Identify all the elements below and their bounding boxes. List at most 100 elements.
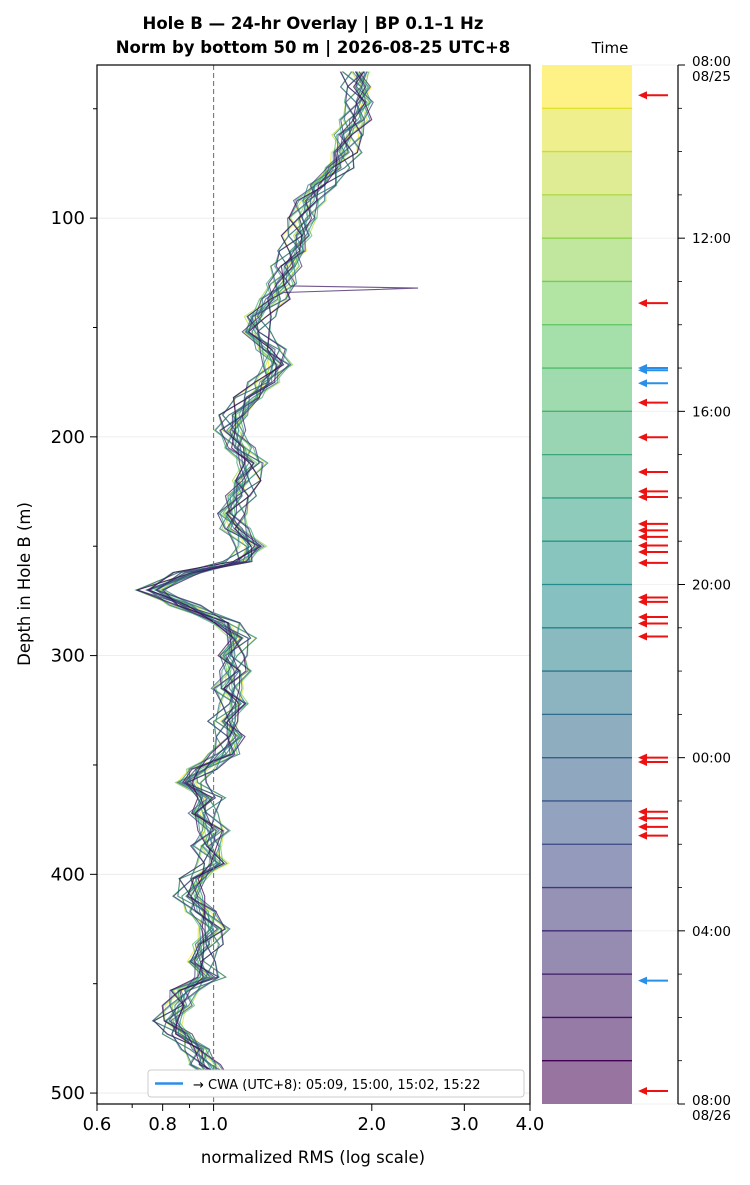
time-color-bands bbox=[542, 65, 632, 1104]
red-arrow-3 bbox=[638, 398, 668, 407]
red-arrow-17-head bbox=[638, 619, 647, 628]
y-axis-ticks: 100 200 300 400 500 bbox=[51, 108, 97, 1104]
x-axis-label: normalized RMS (log scale) bbox=[201, 1148, 425, 1167]
blue-arrow-4-head bbox=[638, 976, 647, 985]
red-arrow-13 bbox=[638, 558, 668, 567]
profile-line-10 bbox=[153, 71, 364, 1094]
rms-profiles bbox=[134, 71, 419, 1094]
time-tick-label-3: 20:00 bbox=[692, 578, 731, 594]
red-arrow-18-head bbox=[638, 632, 647, 641]
red-arrow-6-head bbox=[638, 487, 647, 496]
time-band-24 bbox=[542, 1060, 632, 1104]
time-band-9 bbox=[542, 411, 632, 455]
time-band-22 bbox=[542, 974, 632, 1018]
red-arrow-7-head bbox=[638, 493, 647, 502]
x-axis-ticks: 0.6 0.8 1.0 2.0 3.0 4.0 bbox=[83, 1104, 545, 1135]
time-band-12 bbox=[542, 541, 632, 585]
red-arrow-24 bbox=[638, 831, 668, 840]
red-arrow-16-head bbox=[638, 612, 647, 621]
time-band-23 bbox=[542, 1017, 632, 1061]
y-tick-label-300: 300 bbox=[51, 646, 85, 667]
blue-arrow-2-head bbox=[638, 366, 647, 375]
red-arrow-25-head bbox=[638, 1087, 647, 1096]
red-arrow-15-head bbox=[638, 597, 647, 606]
time-tick-label-0: 08:00 bbox=[692, 54, 731, 70]
legend-label: → CWA (UTC+8): 05:09, 15:00, 15:02, 15:2… bbox=[193, 1078, 481, 1093]
time-band-13 bbox=[542, 584, 632, 628]
time-band-10 bbox=[542, 454, 632, 498]
time-tick-label-2: 16:00 bbox=[692, 404, 731, 420]
event-arrows bbox=[638, 91, 668, 1096]
time-tick-sublabel-6: 08/26 bbox=[692, 1108, 731, 1124]
time-band-20 bbox=[542, 887, 632, 931]
red-arrow-21-head bbox=[638, 807, 647, 816]
chart-title-line2: Norm by bottom 50 m | 2026-08-25 UTC+8 bbox=[116, 38, 511, 58]
red-arrow-9 bbox=[638, 526, 668, 535]
profile-line-14 bbox=[154, 71, 372, 1094]
time-tick-label-6: 08:00 bbox=[692, 1093, 731, 1109]
time-band-17 bbox=[542, 757, 632, 801]
red-arrow-24-head bbox=[638, 831, 647, 840]
red-arrow-12 bbox=[638, 548, 668, 557]
time-band-5 bbox=[542, 238, 632, 282]
red-arrow-16 bbox=[638, 612, 668, 621]
red-arrow-7 bbox=[638, 493, 668, 502]
time-tick-sublabel-0: 08/25 bbox=[692, 69, 731, 85]
x-tick-label-1.0: 1.0 bbox=[199, 1114, 228, 1135]
red-arrow-1 bbox=[638, 91, 668, 100]
time-band-15 bbox=[542, 671, 632, 715]
x-tick-label-4.0: 4.0 bbox=[516, 1114, 545, 1135]
time-tick-label-4: 00:00 bbox=[692, 751, 731, 767]
y-axis-label: Depth in Hole B (m) bbox=[15, 502, 34, 666]
red-arrow-23-head bbox=[638, 822, 647, 831]
red-arrow-2-head bbox=[638, 299, 647, 308]
time-band-14 bbox=[542, 627, 632, 672]
horizontal-gridlines bbox=[97, 217, 530, 1094]
red-arrow-1-head bbox=[638, 91, 647, 100]
y-tick-label-500: 500 bbox=[51, 1083, 85, 1104]
time-band-7 bbox=[542, 324, 632, 369]
red-arrow-3-head bbox=[638, 398, 647, 407]
red-arrow-13-head bbox=[638, 558, 647, 567]
time-band-19 bbox=[542, 844, 632, 888]
profile-line-3 bbox=[158, 71, 371, 1094]
profile-line-24 bbox=[147, 71, 373, 1094]
time-band-3 bbox=[542, 151, 632, 195]
red-arrow-10 bbox=[638, 532, 668, 541]
profile-line-2 bbox=[146, 71, 371, 1094]
red-arrow-10-head bbox=[638, 532, 647, 541]
red-arrow-8 bbox=[638, 519, 668, 528]
red-arrow-25 bbox=[638, 1087, 668, 1096]
red-arrow-15 bbox=[638, 597, 668, 606]
profile-line-17 bbox=[147, 71, 367, 1094]
time-band-18 bbox=[542, 800, 632, 845]
red-arrow-22-head bbox=[638, 814, 647, 823]
legend: → CWA (UTC+8): 05:09, 15:00, 15:02, 15:2… bbox=[147, 1069, 525, 1098]
time-band-8 bbox=[542, 368, 632, 412]
time-band-11 bbox=[542, 497, 632, 542]
red-arrow-17 bbox=[638, 619, 668, 628]
red-arrow-4-head bbox=[638, 433, 647, 442]
red-arrow-18 bbox=[638, 632, 668, 641]
red-arrow-6 bbox=[638, 487, 668, 496]
x-tick-label-0.6: 0.6 bbox=[83, 1114, 112, 1135]
chart-title-line1: Hole B — 24-hr Overlay | BP 0.1–1 Hz bbox=[143, 14, 484, 34]
red-arrow-22 bbox=[638, 814, 668, 823]
x-tick-label-3.0: 3.0 bbox=[450, 1114, 479, 1135]
red-arrow-2 bbox=[638, 299, 668, 308]
time-axis-ticks: 08:0008/2512:0016:0020:0000:0004:0008:00… bbox=[678, 54, 731, 1124]
time-band-1 bbox=[542, 65, 632, 109]
x-tick-label-2.0: 2.0 bbox=[357, 1114, 386, 1135]
red-arrow-23 bbox=[638, 822, 668, 831]
blue-arrow-3 bbox=[638, 379, 668, 388]
profile-line-20 bbox=[145, 71, 371, 1094]
red-arrow-20 bbox=[638, 757, 668, 766]
plot-frame bbox=[96, 64, 531, 1105]
profile-line-6 bbox=[147, 71, 371, 1094]
profile-line-8 bbox=[157, 71, 371, 1094]
legend-box bbox=[147, 1069, 525, 1098]
profile-line-13 bbox=[146, 71, 371, 1094]
time-band-6 bbox=[542, 281, 632, 325]
